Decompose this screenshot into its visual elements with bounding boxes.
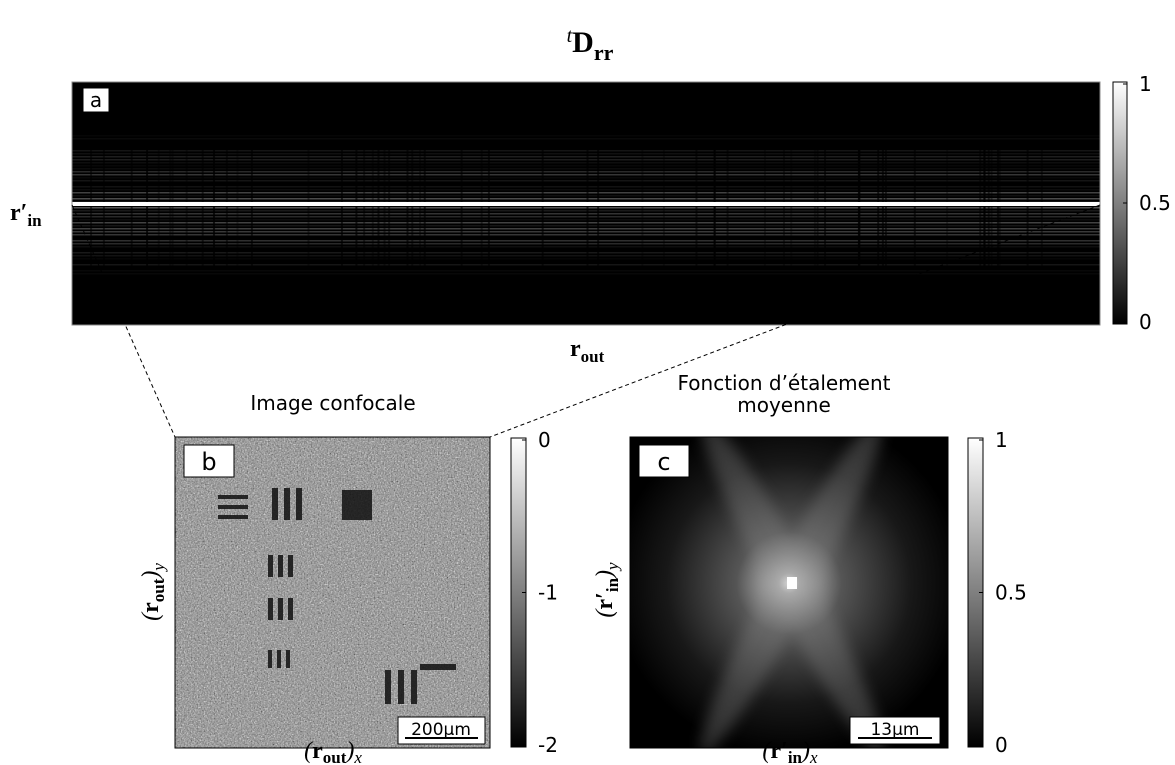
- figure-title: tDrr: [567, 25, 614, 65]
- stripe: [72, 222, 1100, 224]
- stripe: [72, 273, 1100, 275]
- colorbar-tick-label: 1: [1139, 72, 1152, 96]
- colorbar-tick-label: -1: [538, 581, 558, 605]
- y-axis-label: (r′in)y: [592, 562, 622, 618]
- stripe: [72, 213, 1100, 215]
- panel-label-box: [82, 87, 110, 113]
- bright-row: [72, 202, 1100, 206]
- stripe: [72, 231, 1100, 233]
- panel-title: moyenne: [737, 393, 831, 417]
- stripe: [72, 159, 1100, 161]
- stripe: [72, 228, 1100, 230]
- confocal-noise: [175, 437, 490, 748]
- stripe: [72, 198, 1100, 200]
- panel-label-box: [183, 444, 235, 478]
- stripe: [72, 153, 1100, 155]
- scale-bar-box: [849, 716, 941, 745]
- stripe: [72, 195, 1100, 197]
- colorbar-tick-label: 0: [995, 733, 1008, 757]
- stripe: [72, 264, 1100, 266]
- colorbar-tick-label: 0.5: [1139, 191, 1171, 215]
- image-frame: [629, 436, 949, 749]
- stripe: [72, 243, 1100, 245]
- zoom-line: [71, 204, 176, 438]
- stripe: [72, 234, 1100, 236]
- stripe: [72, 180, 1100, 182]
- psf-image: [630, 437, 948, 748]
- colorbar-tick-label: 0: [1139, 310, 1152, 334]
- stripe: [72, 270, 1100, 272]
- panel-b: Image confocale b 200µm (rout)y (rout)x: [138, 391, 491, 765]
- panel-label: a: [90, 88, 102, 112]
- stripe: [72, 216, 1100, 218]
- panel-label-box: [638, 444, 690, 478]
- stripe: [72, 210, 1100, 212]
- x-axis-label: rout: [570, 336, 605, 366]
- stripe: [72, 177, 1100, 179]
- stripe: [72, 135, 1100, 137]
- stripe: [72, 192, 1100, 194]
- stripe: [72, 246, 1100, 248]
- panel-c: Fonction d’étalement moyenne c 13µm (r′i…: [592, 371, 949, 765]
- stripe: [72, 219, 1100, 221]
- colorbar-tick-label: 0: [538, 428, 551, 452]
- matrix-stripes: [72, 135, 1100, 275]
- stripe: [72, 174, 1100, 176]
- stripe: [72, 138, 1100, 140]
- stripe: [72, 156, 1100, 158]
- x-axis-label: (r′in)x: [762, 738, 818, 765]
- target-features: [218, 488, 456, 704]
- stripe: [72, 171, 1100, 173]
- stripe: [72, 240, 1100, 242]
- image-frame: [174, 436, 491, 749]
- colorbar-tick-label: 1: [995, 428, 1008, 452]
- y-axis-label: r′in: [10, 200, 42, 230]
- stripe: [72, 252, 1100, 254]
- stripe: [72, 186, 1100, 188]
- zoom-line: [489, 204, 1101, 438]
- stripe: [72, 150, 1100, 152]
- panel-label: c: [657, 448, 670, 476]
- stripe: [72, 189, 1100, 191]
- stripe: [72, 168, 1100, 170]
- panel-title: Fonction d’étalement: [678, 371, 891, 395]
- panel-a: a r′in rout: [10, 81, 1101, 366]
- image-frame: [71, 81, 1101, 326]
- y-axis-label: (rout)y: [138, 563, 168, 621]
- stripe: [72, 165, 1100, 167]
- stripe: [72, 225, 1100, 227]
- panel-label: b: [201, 448, 216, 476]
- stripe: [72, 162, 1100, 164]
- stripe: [72, 201, 1100, 203]
- colorbar-tick-label: 0.5: [995, 581, 1027, 605]
- stripe: [72, 207, 1100, 209]
- panel-title: Image confocale: [250, 391, 415, 415]
- scale-bar-label: 13µm: [870, 720, 919, 740]
- scale-bar-label: 200µm: [411, 720, 471, 740]
- colorbar-tick-label: -2: [538, 733, 558, 757]
- x-axis-label: (rout)x: [304, 738, 362, 765]
- stripe: [72, 255, 1100, 257]
- scale-bar-box: [397, 716, 486, 745]
